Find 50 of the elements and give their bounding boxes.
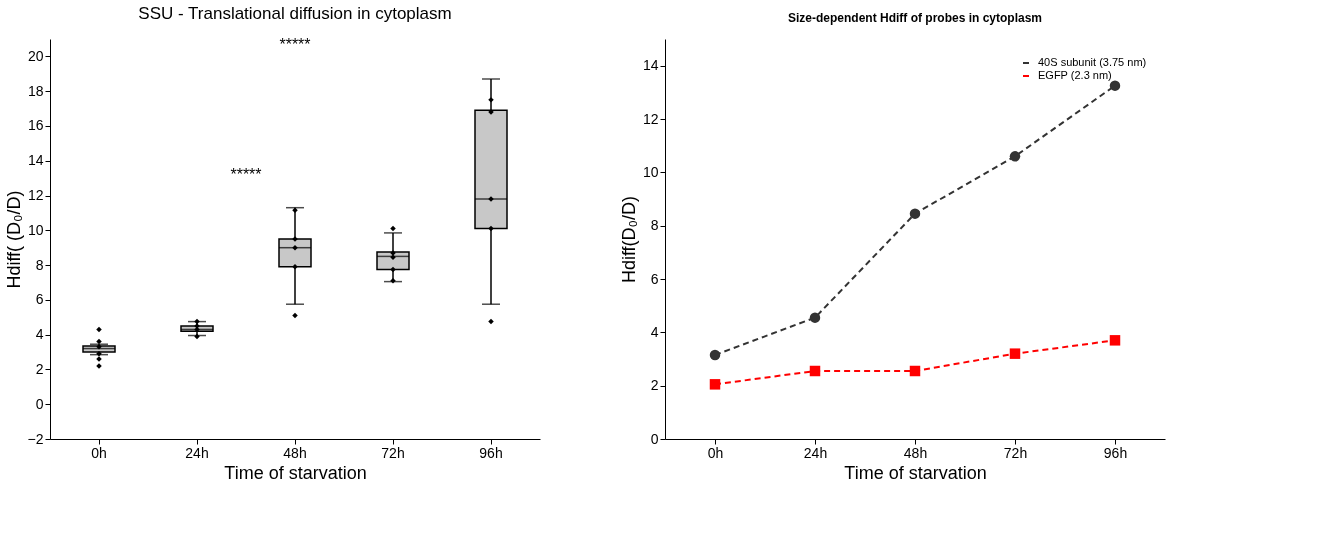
x-tick-label: 24h <box>185 444 209 461</box>
y-tick-label: 12 <box>27 187 44 204</box>
point <box>709 379 721 390</box>
x-tick-label: 0h <box>91 444 107 461</box>
legend-label: 40S subunit (3.75 nm) <box>1038 56 1147 68</box>
y-tick-label: 12 <box>642 110 659 127</box>
point <box>809 312 821 323</box>
y-tick-label: −2 <box>27 430 44 447</box>
point <box>909 365 921 377</box>
y-tick-label: 8 <box>650 217 659 234</box>
y-tick-label: 10 <box>27 221 44 238</box>
point <box>1009 151 1021 162</box>
annotation: ***** <box>230 166 262 183</box>
x-tick-label: 96h <box>479 444 503 461</box>
x-tick-label: 48h <box>903 444 928 461</box>
chart-title: SSU - Translational diffusion in cytoplasm <box>138 4 452 23</box>
y-tick-label: 2 <box>650 377 659 394</box>
x-tick-label: 72h <box>1003 444 1028 461</box>
y-axis-title: Hdiff(D₀/D) <box>618 195 639 284</box>
y-tick-label: 6 <box>35 291 44 308</box>
y-tick-label: 6 <box>650 270 659 287</box>
x-tick-label: 0h <box>707 444 724 461</box>
x-tick-label: 48h <box>283 444 307 461</box>
x-axis-title: Time of starvation <box>844 462 987 483</box>
y-tick-label: 20 <box>27 47 44 64</box>
x-tick-label: 24h <box>803 444 828 461</box>
y-axis-title: Hdiff( (D₀/D) <box>3 190 24 289</box>
x-tick-label: 72h <box>381 444 405 461</box>
y-tick-label: 14 <box>27 152 44 169</box>
y-tick-label: 16 <box>27 117 44 134</box>
y-tick-label: 4 <box>35 326 44 343</box>
x-axis-title: Time of starvation <box>224 462 367 483</box>
y-tick-label: 0 <box>35 395 44 412</box>
point <box>709 349 721 361</box>
point <box>1109 335 1121 346</box>
y-tick-label: 2 <box>35 360 44 377</box>
y-tick-label: 10 <box>642 163 659 180</box>
point <box>809 365 821 377</box>
x-tick-label: 96h <box>1103 444 1128 461</box>
y-tick-label: 4 <box>650 323 659 340</box>
y-tick-label: 0 <box>650 430 659 447</box>
annotation: ***** <box>279 36 311 53</box>
y-tick-label: 8 <box>35 256 44 273</box>
point <box>1109 80 1121 91</box>
point <box>1009 348 1021 359</box>
y-tick-label: 18 <box>27 82 44 99</box>
y-tick-label: 14 <box>642 57 659 74</box>
point <box>909 208 921 219</box>
legend-label: EGFP (2.3 nm) <box>1038 69 1112 81</box>
chart-title: Size-dependent Hdiff of probes in cytoplasm <box>787 11 1043 25</box>
